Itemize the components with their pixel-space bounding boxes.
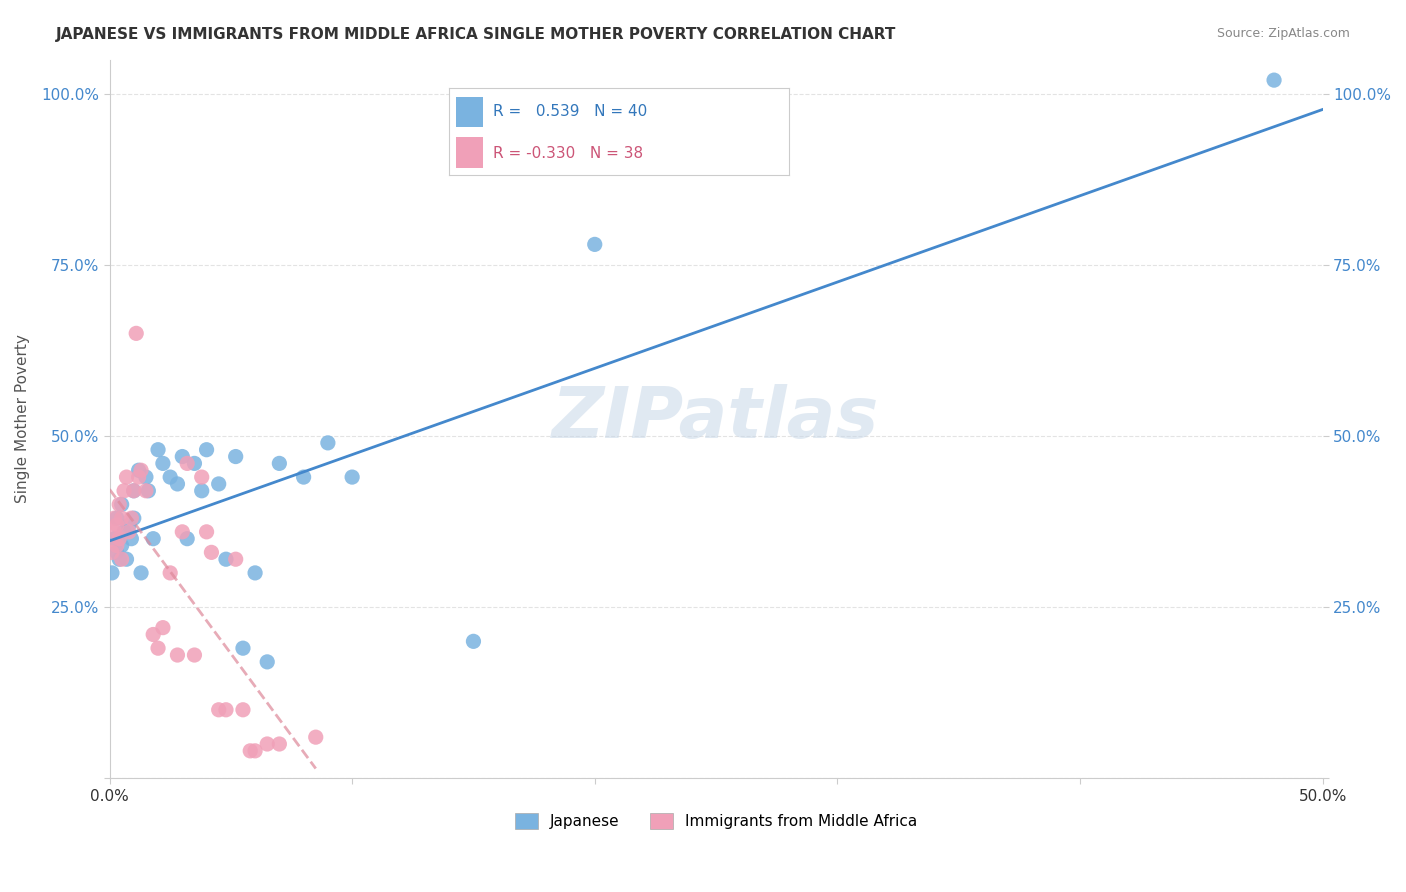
Text: ZIPatlas: ZIPatlas	[553, 384, 880, 453]
Point	[176, 532, 198, 546]
Y-axis label: Single Mother Poverty: Single Mother Poverty	[15, 334, 30, 503]
Point	[146, 442, 169, 457]
Point	[108, 498, 131, 512]
Point	[112, 483, 135, 498]
Point	[111, 498, 134, 512]
Point	[128, 470, 150, 484]
Point	[195, 442, 218, 457]
Point	[142, 627, 165, 641]
Point	[190, 470, 212, 484]
Point	[215, 552, 238, 566]
Point	[208, 703, 231, 717]
Point	[166, 477, 188, 491]
Point	[232, 641, 254, 656]
Point	[108, 532, 131, 546]
Point	[105, 518, 128, 533]
Point	[118, 524, 141, 539]
Point	[225, 552, 247, 566]
Point	[152, 457, 174, 471]
Point	[128, 463, 150, 477]
Point	[152, 621, 174, 635]
Point	[208, 477, 231, 491]
Point	[108, 552, 131, 566]
Point	[159, 470, 181, 484]
Point	[172, 450, 194, 464]
Point	[176, 457, 198, 471]
Point	[129, 463, 152, 477]
Point	[243, 566, 266, 580]
Point	[112, 524, 135, 539]
Point	[115, 470, 138, 484]
Point	[111, 511, 134, 525]
Point	[583, 237, 606, 252]
Point	[122, 483, 145, 498]
Point	[135, 483, 157, 498]
Point	[239, 744, 262, 758]
Point	[115, 552, 138, 566]
Point	[183, 648, 205, 662]
Point	[243, 744, 266, 758]
Point	[138, 483, 160, 498]
Point	[142, 532, 165, 546]
Point	[103, 524, 125, 539]
Point	[172, 524, 194, 539]
Point	[269, 457, 291, 471]
Point	[215, 703, 238, 717]
Point	[118, 518, 141, 533]
Point	[120, 511, 142, 525]
Point	[105, 545, 128, 559]
Point	[292, 470, 315, 484]
Point	[225, 450, 247, 464]
Point	[111, 552, 134, 566]
Point	[166, 648, 188, 662]
Point	[122, 483, 145, 498]
Point	[135, 470, 157, 484]
Point	[120, 532, 142, 546]
Point	[256, 737, 278, 751]
Point	[129, 566, 152, 580]
Point	[105, 539, 128, 553]
Point	[190, 483, 212, 498]
Point	[111, 539, 134, 553]
Point	[195, 524, 218, 539]
Point	[159, 566, 181, 580]
Point	[101, 566, 124, 580]
Point	[200, 545, 222, 559]
Point	[269, 737, 291, 751]
Legend: Japanese, Immigrants from Middle Africa: Japanese, Immigrants from Middle Africa	[509, 807, 924, 835]
Point	[1263, 73, 1285, 87]
Point	[183, 457, 205, 471]
Point	[103, 511, 125, 525]
Point	[103, 532, 125, 546]
Point	[316, 435, 339, 450]
Point	[305, 730, 328, 744]
Point	[463, 634, 485, 648]
Point	[256, 655, 278, 669]
Text: JAPANESE VS IMMIGRANTS FROM MIDDLE AFRICA SINGLE MOTHER POVERTY CORRELATION CHAR: JAPANESE VS IMMIGRANTS FROM MIDDLE AFRIC…	[56, 27, 897, 42]
Text: Source: ZipAtlas.com: Source: ZipAtlas.com	[1216, 27, 1350, 40]
Point	[125, 326, 148, 341]
Point	[101, 545, 124, 559]
Point	[340, 470, 363, 484]
Point	[105, 511, 128, 525]
Point	[232, 703, 254, 717]
Point	[146, 641, 169, 656]
Point	[122, 511, 145, 525]
